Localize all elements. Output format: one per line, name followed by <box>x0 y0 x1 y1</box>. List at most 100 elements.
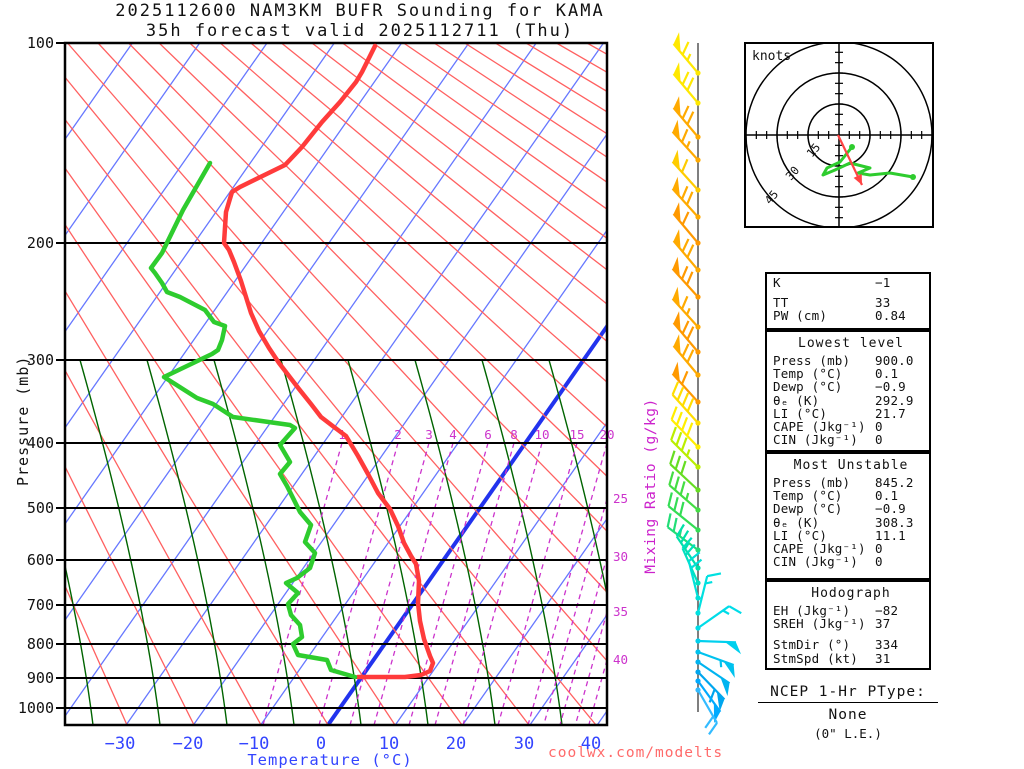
svg-text:1000: 1000 <box>18 699 54 717</box>
svg-text:600: 600 <box>27 551 54 569</box>
stats-row-value: 845.2 <box>875 475 914 490</box>
svg-text:900: 900 <box>27 669 54 687</box>
svg-text:700: 700 <box>27 596 54 614</box>
stats-row: K −1 <box>773 276 929 289</box>
temperature-axis-label: Temperature (°C) <box>247 751 413 769</box>
ptype-liquid-equivalent: (0" L.E.) <box>814 726 882 741</box>
svg-text:30: 30 <box>514 734 534 754</box>
svg-text:40: 40 <box>581 734 601 754</box>
svg-text:6: 6 <box>484 427 492 442</box>
svg-text:400: 400 <box>27 434 54 452</box>
stats-row-label: CAPE (Jkg⁻¹) <box>773 419 866 435</box>
temperature-trace <box>221 43 436 680</box>
stats-row-label: LI (°C) <box>773 527 828 543</box>
ptype-header: NCEP 1-Hr PType: <box>758 684 938 703</box>
stats-row-label: Press (mb) <box>773 353 851 368</box>
svg-text:40: 40 <box>613 652 628 667</box>
svg-text:−10: −10 <box>239 734 270 754</box>
svg-text:300: 300 <box>27 351 54 369</box>
stats-box-header: Lowest level <box>798 336 904 351</box>
stats-row-value: 21.7 <box>875 405 906 421</box>
stats-row: SREH (Jkg⁻¹) 37 <box>773 617 929 630</box>
stats-row: Temp (°C) 0.1 <box>773 489 929 502</box>
stats-row-value: −82 <box>875 603 899 618</box>
svg-text:25: 25 <box>613 491 628 506</box>
hodograph-trace <box>821 146 914 179</box>
pressure-axis-label: Pressure (mb) <box>14 355 32 486</box>
stats-row-value: 33 <box>875 295 891 311</box>
stats-row-value: 900.0 <box>875 353 914 368</box>
stats-row-label: TT <box>773 295 789 311</box>
stats-row-label: EH (Jkg⁻¹) <box>773 603 851 618</box>
pressure-gridlines: 100 200 300 400 500 600 700 800 900 1000 <box>18 34 607 717</box>
svg-text:15: 15 <box>569 427 584 442</box>
stats-row: θₑ (K) 292.9 <box>773 392 929 408</box>
svg-text:4: 4 <box>449 427 457 442</box>
temperature-tick-labels: −30 −20 −10 0 10 20 30 40 <box>105 734 602 754</box>
mixing-ratio-axis-label: Mixing Ratio (g/kg) <box>643 398 659 574</box>
stats-row: StmDir (°) 334 <box>773 638 929 651</box>
stats-row: CIN (Jkg⁻¹) 0 <box>773 433 929 446</box>
ptype-block: NCEP 1-Hr PType: None (0" L.E.) <box>758 684 938 741</box>
svg-text:−30: −30 <box>105 734 136 754</box>
stats-box-header: Hodograph <box>811 586 891 601</box>
stats-row-label: StmDir (°) <box>773 637 851 653</box>
stats-row-label: Press (mb) <box>773 475 851 490</box>
stats-row: StmSpd (kt) 31 <box>773 650 929 666</box>
stats-row-label: Temp (°C) <box>773 488 843 504</box>
stats-row: CAPE (Jkg⁻¹) 0 <box>773 420 929 433</box>
stats-box-indices: K −1 TT 33 PW (cm) 0.84 <box>765 272 931 330</box>
watermark-link[interactable]: coolwx.com/modelts <box>548 745 724 761</box>
stats-row: LI (°C) 21.7 <box>773 407 929 420</box>
svg-text:800: 800 <box>27 635 54 653</box>
stats-row-label: θₑ (K) <box>773 392 820 408</box>
stats-row: TT 33 <box>773 296 929 309</box>
stats-row-value: 334 <box>875 637 899 653</box>
stats-row-value: −0.9 <box>875 379 906 395</box>
stats-row-value: 0 <box>875 541 883 557</box>
stats-row-label: θₑ (K) <box>773 514 820 530</box>
stats-row-label: Dewp (°C) <box>773 501 843 517</box>
svg-text:100: 100 <box>27 34 54 52</box>
stats-row-label: CAPE (Jkg⁻¹) <box>773 541 866 557</box>
stats-row-value: 31 <box>875 650 891 666</box>
stats-row-value: 0 <box>875 432 883 448</box>
svg-text:3: 3 <box>425 427 433 442</box>
stats-box-header: Most Unstable <box>793 458 909 473</box>
chart-subtitle: 35h forecast valid 2025112711 (Thu) <box>145 21 575 41</box>
stats-row-value: 0.1 <box>875 366 899 382</box>
svg-text:45: 45 <box>762 187 782 207</box>
svg-text:10: 10 <box>379 734 399 754</box>
stats-row: Temp (°C) 0.1 <box>773 367 929 380</box>
chart-title: 2025112600 NAM3KM BUFR Sounding for KAMA <box>115 1 605 21</box>
svg-text:8: 8 <box>510 427 518 442</box>
ptype-value: None <box>828 707 868 723</box>
stats-row: θₑ (K) 308.3 <box>773 514 929 530</box>
stats-row: PW (cm) 0.84 <box>773 309 929 322</box>
stats-row: EH (Jkg⁻¹) −82 <box>773 604 929 617</box>
stats-row-value: 308.3 <box>875 514 914 530</box>
dewpoint-trace <box>148 160 358 680</box>
stats-row: Dewp (°C) −0.9 <box>773 502 929 515</box>
svg-text:knots: knots <box>752 49 791 64</box>
stats-row-value: −0.9 <box>875 501 906 517</box>
stats-row-label: StmSpd (kt) <box>773 650 858 666</box>
stats-row-value: 0 <box>875 419 883 435</box>
svg-text:2: 2 <box>394 427 402 442</box>
svg-text:20: 20 <box>446 734 466 754</box>
stats-row-label: CIN (Jkg⁻¹) <box>773 554 858 570</box>
svg-text:0: 0 <box>316 734 326 754</box>
stats-row-label: LI (°C) <box>773 405 828 421</box>
svg-text:10: 10 <box>534 427 549 442</box>
svg-text:500: 500 <box>27 499 54 517</box>
stats-row: CIN (Jkg⁻¹) 0 <box>773 555 929 568</box>
stats-row-value: 11.1 <box>875 527 906 543</box>
stats-row-label: Temp (°C) <box>773 366 843 382</box>
stats-row-value: −1 <box>875 275 891 290</box>
stats-row: Dewp (°C) −0.9 <box>773 380 929 393</box>
stats-row-value: 0.1 <box>875 488 899 504</box>
svg-text:30: 30 <box>613 549 628 564</box>
svg-text:200: 200 <box>27 234 54 252</box>
